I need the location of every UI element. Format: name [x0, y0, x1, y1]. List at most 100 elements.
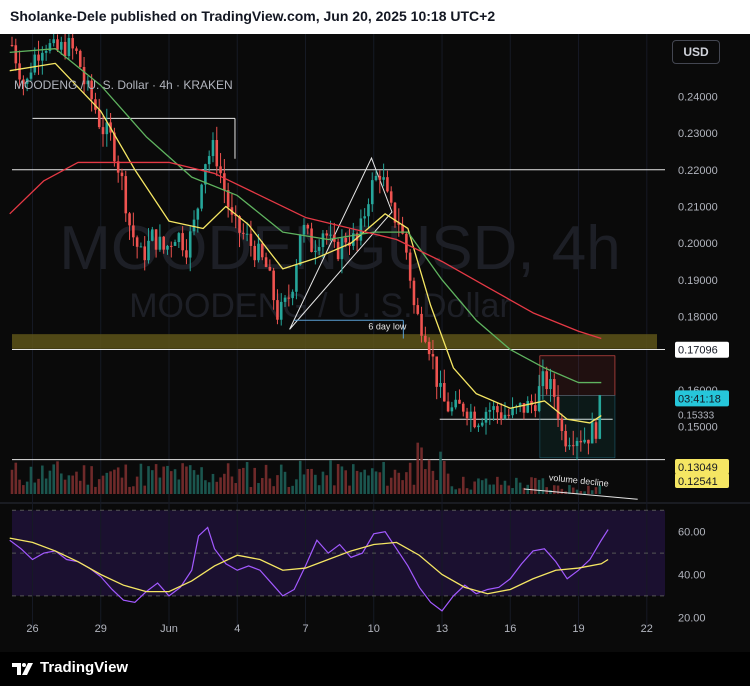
volume-bar: [135, 476, 139, 494]
candle: [188, 226, 192, 272]
candle-body: [192, 219, 196, 232]
volume-bar: [71, 475, 74, 494]
chart-area[interactable]: MOODENGUSD, 4h MOODENG / U. S. Dollar 6 da…: [0, 34, 750, 652]
candle: [67, 34, 71, 60]
volume-bar: [154, 464, 158, 494]
volume-bar: [10, 469, 14, 494]
candle: [245, 222, 249, 242]
rsi-ma-line: [9, 537, 609, 595]
countdown-tag-bg: [675, 390, 729, 407]
candle-body: [329, 234, 332, 236]
volume-bar: [314, 474, 317, 494]
symbol-legend[interactable]: MOODENG / U. S. Dollar · 4h · KRAKEN: [14, 78, 233, 92]
candle: [120, 168, 124, 191]
candle: [242, 223, 245, 240]
candle-body: [90, 80, 93, 100]
candle-body: [507, 414, 511, 416]
volume-bar: [594, 487, 598, 494]
candle-body: [484, 411, 488, 423]
candle-body: [564, 430, 567, 447]
volume-bar: [268, 478, 272, 494]
volume-bar: [204, 480, 207, 494]
volume-bar: [344, 470, 347, 494]
candle-body: [473, 411, 476, 428]
volume-bar: [568, 485, 571, 494]
volume-bar: [458, 488, 461, 494]
candle: [336, 238, 340, 262]
volume-bar: [185, 466, 188, 494]
candle-body: [105, 122, 109, 135]
candle: [166, 244, 169, 255]
candle-body: [151, 229, 154, 241]
volume-bar: [408, 462, 412, 494]
volume-bar: [412, 484, 416, 494]
candle-body: [496, 406, 499, 413]
candle: [22, 75, 25, 96]
candle-body: [488, 409, 492, 412]
candle: [590, 412, 594, 444]
candle: [443, 369, 446, 402]
candle-body: [14, 45, 18, 64]
rsi-axis-label: 40.00: [678, 569, 706, 581]
candle-body: [351, 233, 355, 246]
candle: [158, 224, 162, 252]
volume-bar: [355, 470, 359, 494]
candle-body: [408, 252, 412, 281]
candle-body: [431, 354, 435, 357]
volume-bar: [234, 483, 238, 494]
volume-bar: [90, 466, 93, 494]
volume-axis-label: 0.12541: [678, 476, 718, 488]
candle-body: [560, 418, 564, 431]
candle: [359, 209, 363, 246]
volume-bar: [238, 468, 241, 494]
volume-bar: [480, 480, 484, 494]
volume-bar: [124, 464, 128, 494]
volume-bar: [105, 472, 109, 494]
candle-body: [116, 161, 120, 173]
volume-bar: [397, 472, 401, 494]
candle-body: [469, 411, 473, 419]
candle-body: [446, 401, 450, 412]
candle: [238, 214, 241, 248]
candle: [25, 77, 29, 92]
rsi-axis-label: 20.00: [678, 612, 706, 624]
currency-button[interactable]: USD: [672, 40, 720, 64]
volume-bar: [82, 465, 86, 494]
candle-body: [443, 383, 446, 402]
volume-bar: [401, 480, 404, 494]
candle: [518, 402, 522, 413]
time-axis-label: 13: [436, 623, 448, 635]
candle-body: [63, 41, 67, 57]
candle: [211, 132, 215, 163]
candle-body: [287, 297, 291, 299]
volume-bar: [333, 485, 336, 494]
volume-bar: [484, 478, 488, 494]
candle: [181, 226, 184, 257]
brand-name: TradingView: [40, 659, 129, 676]
candle-body: [477, 425, 480, 428]
candle: [461, 401, 465, 417]
candle-body: [196, 208, 200, 220]
rsi-axis-label: 60.00: [678, 527, 706, 539]
candle-body: [219, 166, 222, 174]
candle: [507, 408, 511, 419]
candle-body: [82, 66, 86, 85]
candle: [416, 297, 420, 316]
candle-body: [499, 412, 503, 419]
volume-bar: [575, 489, 579, 494]
candle: [162, 235, 165, 254]
candle: [302, 218, 306, 243]
volume-bar: [477, 478, 480, 494]
candle: [101, 115, 105, 147]
candle: [374, 170, 378, 182]
volume-bar: [590, 490, 594, 494]
volume-bar: [461, 476, 465, 494]
candle-body: [94, 99, 97, 110]
watermark-subtitle: MOODENG / U. S. Dollar: [129, 287, 511, 325]
candle: [272, 267, 275, 310]
candle: [568, 437, 571, 450]
candle-body: [382, 177, 385, 180]
volume-bar: [534, 477, 537, 494]
candle-body: [340, 237, 344, 260]
